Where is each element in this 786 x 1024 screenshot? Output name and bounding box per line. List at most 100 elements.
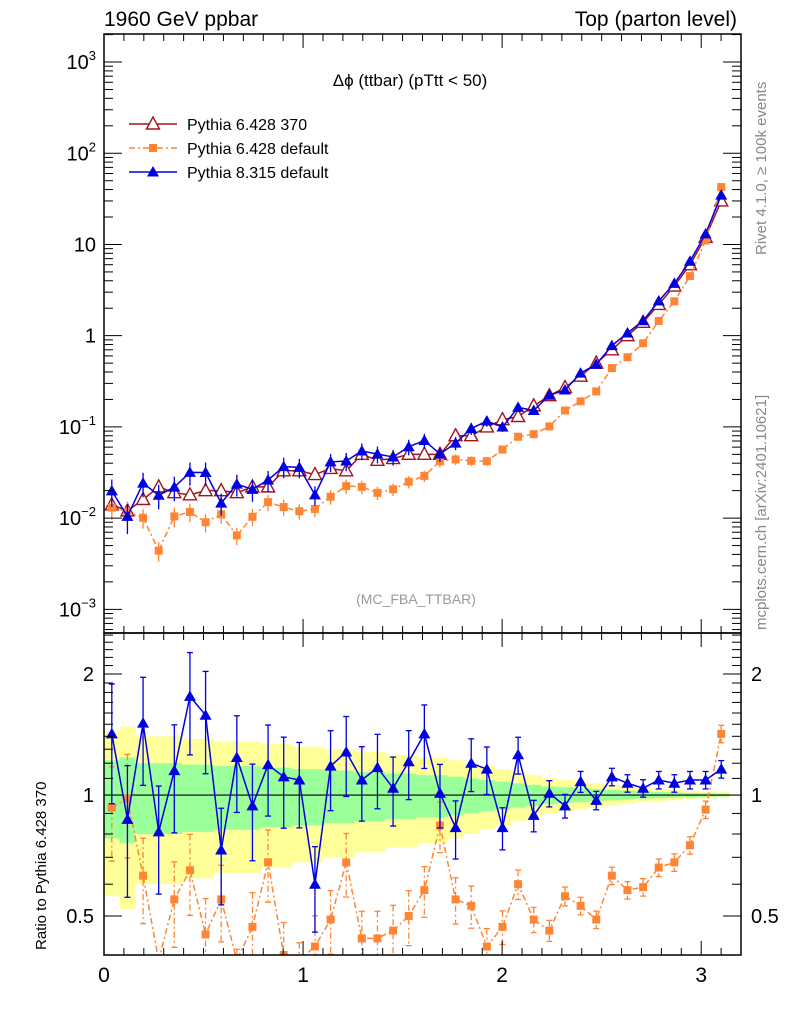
ratio-marker	[527, 809, 540, 820]
ratio-marker	[152, 825, 165, 837]
ratio-marker	[543, 787, 556, 798]
header-left: 1960 GeV ppbar	[104, 8, 258, 31]
y-tick-exp: −2	[81, 504, 96, 519]
data-point	[480, 415, 493, 426]
data-point	[326, 492, 335, 501]
data-point	[264, 498, 273, 507]
data-point	[418, 434, 431, 445]
data-point	[498, 445, 507, 454]
main-line-Pythia-6-428-370	[111, 200, 722, 512]
data-point	[152, 489, 165, 500]
ratio-marker	[683, 773, 696, 785]
data-point	[416, 445, 433, 461]
data-point	[373, 488, 382, 497]
x-tick-label: 3	[695, 964, 707, 987]
main-line-Pythia-8-315-default	[111, 194, 722, 518]
y-tick-label: 10	[74, 234, 96, 256]
data-point	[683, 255, 696, 266]
data-point	[402, 440, 415, 452]
ratio-marker	[387, 782, 400, 793]
analysis-label: (MC_FBA_TTBAR)	[356, 591, 476, 607]
data-point	[248, 512, 257, 521]
data-point	[607, 364, 616, 373]
ratio-tick-label-right: 2	[751, 664, 762, 686]
ratio-marker	[512, 748, 525, 760]
data-point	[574, 367, 587, 378]
ratio-marker	[371, 761, 384, 773]
y-tick-label: 10−1	[59, 413, 96, 439]
plot-title: Δϕ (ttbar) (pTtt < 50)	[333, 71, 488, 90]
ratio-tick-label-right: 1	[751, 785, 762, 807]
ratio-marker	[279, 951, 288, 955]
ratio-marker	[498, 922, 507, 931]
ratio-marker	[170, 895, 179, 904]
ratio-marker	[420, 886, 429, 895]
ratio-marker	[215, 843, 228, 855]
ratio-marker	[277, 770, 290, 782]
legend-marker	[147, 166, 159, 177]
legend: Pythia 6.428 370 Pythia 6.428 default Pyth…	[129, 115, 329, 182]
x-tick-label: 1	[297, 964, 309, 987]
data-point	[592, 387, 601, 396]
data-point	[324, 455, 337, 467]
data-point	[389, 485, 398, 494]
data-point	[137, 477, 150, 488]
data-point	[621, 327, 634, 338]
data-point	[246, 483, 259, 494]
rivet-label: Rivet 4.1.0, ≥ 100k events	[753, 82, 770, 255]
data-point	[185, 507, 194, 516]
band-inner	[463, 778, 480, 814]
ratio-marker	[262, 758, 275, 770]
uncertainty-bands	[104, 726, 741, 910]
data-point	[230, 478, 243, 489]
data-point	[652, 295, 665, 306]
data-point	[482, 457, 491, 466]
ratio-marker	[310, 942, 319, 951]
data-point	[717, 183, 726, 192]
band-inner	[197, 764, 214, 832]
data-point	[310, 504, 319, 513]
ratio-marker	[699, 773, 712, 785]
data-point	[355, 444, 368, 456]
legend-label: Pythia 6.428 370	[187, 117, 307, 134]
data-point	[639, 339, 648, 348]
data-point	[420, 471, 429, 480]
ratio-marker	[717, 729, 726, 738]
plot-marks	[104, 183, 729, 955]
data-point	[701, 236, 710, 245]
data-point	[170, 512, 179, 521]
ratio-marker	[105, 727, 118, 739]
y-tick-label: 102	[67, 139, 96, 165]
ratio-marker	[590, 794, 603, 805]
ratio-marker	[668, 777, 681, 788]
data-point	[215, 497, 228, 508]
data-point	[340, 455, 353, 466]
y-tick-exp: −3	[81, 595, 96, 610]
data-point	[183, 466, 196, 477]
ratio-marker	[592, 915, 601, 924]
ratio-marker	[404, 912, 413, 921]
data-point	[670, 297, 679, 306]
ratio-marker	[465, 757, 478, 768]
ratio-marker	[418, 727, 431, 739]
ratio-marker	[480, 763, 493, 774]
x-tick-label: 2	[496, 964, 508, 987]
ratio-series	[105, 651, 728, 933]
ratio-line	[111, 694, 722, 885]
ratio-marker	[576, 901, 585, 910]
data-point	[668, 277, 681, 288]
ratio-marker	[168, 764, 181, 776]
data-point	[197, 482, 214, 497]
ratio-marker	[496, 821, 509, 833]
data-point	[279, 503, 288, 512]
data-point	[514, 432, 523, 441]
ratio-marker	[139, 871, 148, 880]
ratio-marker	[264, 858, 273, 867]
legend-label: Pythia 6.428 default	[187, 141, 329, 158]
ratio-marker	[467, 901, 476, 910]
mcplots-label: mcplots.cern.ch [arXiv:2401.10621]	[753, 395, 770, 630]
data-point	[637, 314, 650, 326]
ratio-marker	[340, 745, 353, 757]
data-point	[512, 401, 525, 412]
